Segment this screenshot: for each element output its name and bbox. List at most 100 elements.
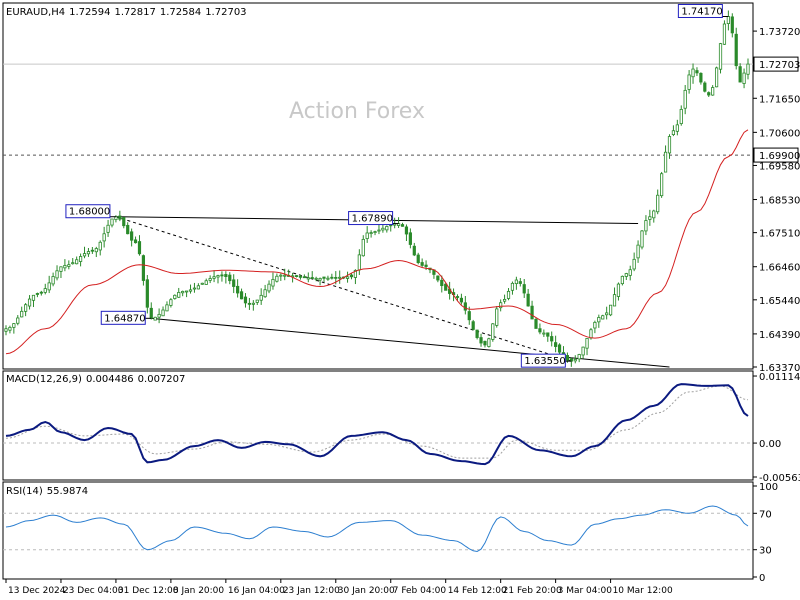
candle-body <box>628 269 632 276</box>
price-line-label: 1.69900 <box>759 151 800 162</box>
rsi-axis-label: 30 <box>759 546 772 557</box>
candle-body <box>263 289 267 298</box>
time-axis-label: 14 Feb 12:00 <box>448 586 507 596</box>
candle-body <box>361 238 365 257</box>
price-axis-label: 1.68530 <box>759 196 800 207</box>
candle-body <box>8 326 12 331</box>
candle-body <box>173 294 177 299</box>
candle-body <box>695 70 699 74</box>
candle-body <box>495 308 499 326</box>
candle-body <box>738 66 742 83</box>
candle-body <box>565 355 570 361</box>
level-labels: 1.68000 1.64870 1.67890 1.63550 1.74170 <box>65 3 729 368</box>
candle-body <box>137 241 142 255</box>
candle-body <box>141 255 146 281</box>
time-axis-label: 7 Feb 04:00 <box>393 586 447 596</box>
candle-body <box>239 291 244 300</box>
candle-body <box>703 82 707 92</box>
candle-body <box>620 275 624 285</box>
candle-body <box>236 285 240 294</box>
candle-body <box>165 304 169 312</box>
candle-body <box>691 68 695 78</box>
candle-body <box>699 72 703 83</box>
candle-body <box>640 230 644 248</box>
candle-body <box>4 328 8 332</box>
time-axis-label: 23 Dec 04:00 <box>63 586 124 596</box>
candle-body <box>412 245 416 256</box>
macd-main-line <box>5 383 749 466</box>
candle-body <box>153 316 157 321</box>
candle-body <box>75 259 79 265</box>
candle-body <box>663 151 668 173</box>
candle-body <box>499 302 503 309</box>
candle-body <box>243 296 248 304</box>
rsi-panel: RSI(14) 55.9874 100 70 30 0 <box>3 482 778 584</box>
level-label-box <box>348 211 394 226</box>
candle-body <box>126 224 130 235</box>
candle-body <box>377 229 381 232</box>
macd-header: MACD(12,26,9) 0.004486 0.007207 <box>6 374 185 385</box>
candle-body <box>644 220 648 232</box>
rsi-line <box>5 505 749 553</box>
price-axis-label: 1.67510 <box>759 229 800 240</box>
time-axis-label: 21 Feb 20:00 <box>503 586 562 596</box>
level-label-box <box>677 3 723 18</box>
candle-body <box>667 136 672 154</box>
candle-body <box>518 281 522 284</box>
candle-body <box>557 344 562 353</box>
candle-body <box>82 253 87 257</box>
candle-body <box>546 332 550 337</box>
candle-body <box>612 294 617 307</box>
candle-body <box>601 315 605 320</box>
candle-body <box>585 338 589 349</box>
candle-body <box>67 264 71 267</box>
candle-body <box>679 109 683 125</box>
level-label: 1.68000 <box>69 207 110 218</box>
candles <box>4 10 750 367</box>
candle-body <box>184 290 189 293</box>
candle-body <box>605 312 609 316</box>
candle-body <box>522 284 526 294</box>
candle-body <box>593 321 597 329</box>
price-axis-label: 1.71650 <box>759 94 800 105</box>
candle-body <box>102 233 106 242</box>
candle-body <box>55 270 59 279</box>
candle-body <box>581 346 585 356</box>
price-axis-label: 1.63370 <box>759 363 800 374</box>
candle-body <box>632 258 636 270</box>
rsi-panel-frame <box>2 481 754 580</box>
candle-body <box>506 290 511 299</box>
time-axis-label: 23 Jan 12:00 <box>283 586 340 596</box>
price-axis-label: 1.66460 <box>759 263 800 274</box>
candle-body <box>43 288 47 293</box>
candle-body <box>196 285 200 290</box>
candle-body <box>510 282 515 291</box>
candle-body <box>259 294 263 301</box>
macd-axis: 0.011146 0.00 -0.005639 <box>753 372 800 484</box>
candle-body <box>298 275 303 278</box>
rsi-axis-label: 0 <box>759 573 765 584</box>
candle-body <box>424 264 428 267</box>
candle-body <box>652 210 656 219</box>
candle-body <box>63 265 67 269</box>
price-panel: EURAUD,H4 1.72594 1.72817 1.72584 1.72703 Ac… <box>3 3 800 374</box>
candle-body <box>86 251 91 255</box>
candle-body <box>161 309 165 317</box>
candle-body <box>24 304 28 312</box>
candle-body <box>78 256 83 262</box>
candle-body <box>251 302 255 305</box>
candle-body <box>247 302 252 305</box>
candle-body <box>718 43 723 70</box>
candle-body <box>393 223 397 226</box>
time-axis-label: 3 Mar 04:00 <box>558 586 613 596</box>
candle-body <box>255 299 259 303</box>
price-axis-label: 1.64390 <box>759 330 800 341</box>
candle-body <box>589 329 593 339</box>
candle-body <box>157 313 161 318</box>
candle-body <box>94 248 98 253</box>
candle-body <box>675 124 679 132</box>
candle-body <box>671 130 676 136</box>
